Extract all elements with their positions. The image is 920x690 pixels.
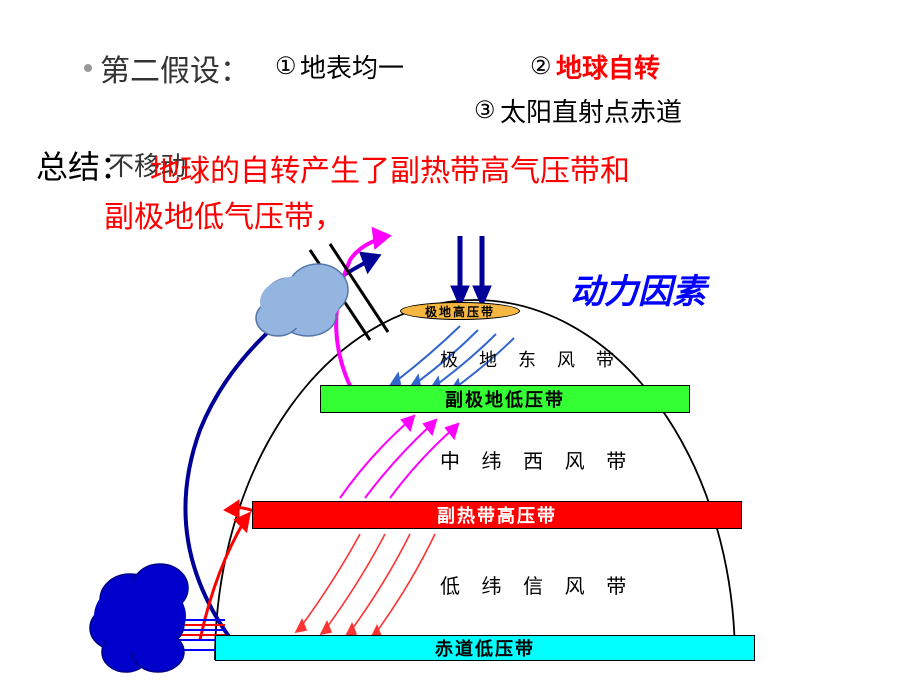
top-descend-arrows [454,236,488,302]
polar-high-label: 极地高压带 [425,303,495,320]
polar-easterlies-label: 极 地 东 风 带 [440,346,622,372]
subpolar-low-band: 副极地低压带 [320,385,690,413]
equator-low-band: 赤道低压带 [215,635,755,661]
subpolar-low-label: 副极地低压带 [445,386,565,412]
subtropical-high-band: 副热带高压带 [252,501,742,529]
equator-low-label: 赤道低压带 [435,635,535,661]
trade-winds-label: 低 纬 信 风 带 [440,570,634,599]
subtropical-high-label: 副热带高压带 [437,502,557,528]
polar-high-band: 极地高压带 [400,302,520,320]
mid-westerlies-label: 中 纬 西 风 带 [440,445,634,474]
lower-cloud [90,564,188,672]
trade-wind-arrows [296,534,435,638]
